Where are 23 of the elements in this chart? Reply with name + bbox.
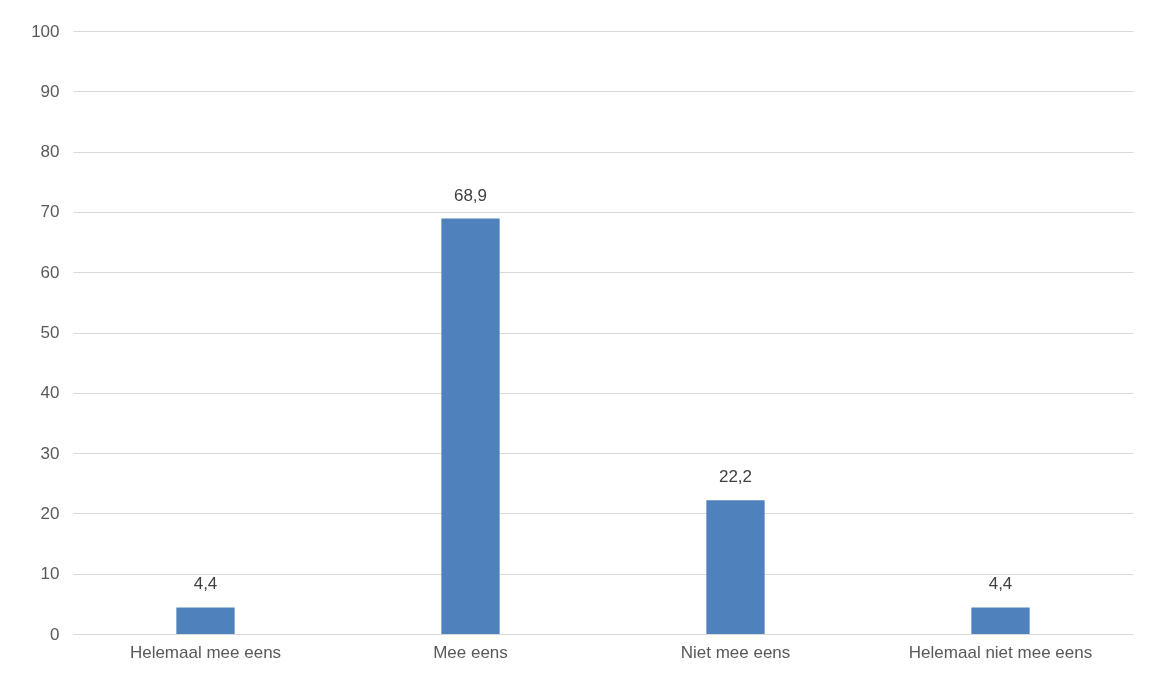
y-tick-label: 80 bbox=[40, 142, 60, 162]
x-tick-label: Helemaal mee eens bbox=[129, 642, 282, 662]
data-label: 68,9 bbox=[453, 185, 488, 205]
y-tick-label: 30 bbox=[40, 443, 60, 463]
bar bbox=[706, 500, 765, 634]
data-label: 22,2 bbox=[718, 467, 753, 487]
x-tick-label: Helemaal niet mee eens bbox=[908, 642, 1093, 662]
data-label: 4,4 bbox=[988, 574, 1013, 594]
data-label: 4,4 bbox=[193, 574, 218, 594]
x-tick-label: Mee eens bbox=[433, 642, 508, 662]
y-tick-label: 10 bbox=[40, 564, 60, 584]
x-tick-label: Niet mee eens bbox=[680, 642, 791, 662]
y-tick-label: 70 bbox=[40, 202, 60, 222]
y-tick-label: 60 bbox=[40, 262, 60, 282]
bar bbox=[176, 607, 235, 634]
y-tick-label: 90 bbox=[40, 81, 60, 101]
y-tick-label: 40 bbox=[40, 383, 60, 403]
y-tick-label: 0 bbox=[50, 624, 60, 644]
y-tick-label: 50 bbox=[40, 323, 60, 342]
y-tick-label: 20 bbox=[40, 503, 60, 523]
y-tick-label: 100 bbox=[31, 21, 60, 41]
bar bbox=[971, 607, 1030, 634]
bar bbox=[441, 218, 500, 634]
